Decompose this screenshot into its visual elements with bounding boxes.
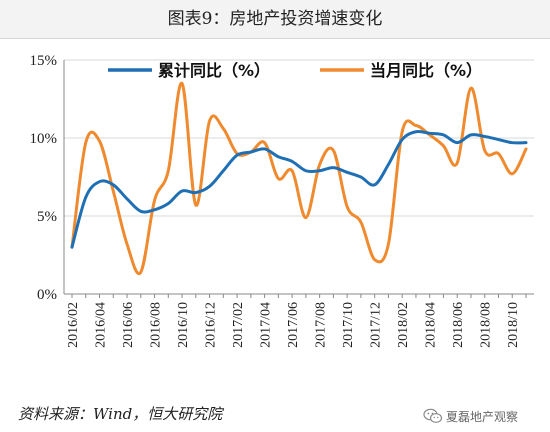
- x-tick-label: 2016/08: [149, 302, 164, 348]
- watermark: 夏磊地产观察: [423, 406, 518, 426]
- gridlines: [64, 59, 534, 217]
- chart-plot: 0% 5% 10% 15% 2016/02 2016/04 2016/06 2016/08 20…: [30, 53, 534, 348]
- legend-label-cumulative: 累计同比（%）: [158, 61, 270, 80]
- x-tick-label: 2017/04: [259, 302, 274, 348]
- x-tick-label: 2018/02: [396, 302, 411, 348]
- wechat-icon: [423, 408, 443, 423]
- x-tick-label: 2018/06: [451, 302, 466, 348]
- x-tick-label: 2016/06: [121, 302, 136, 348]
- y-tick-label: 15%: [30, 53, 58, 69]
- source-note: 资料来源：Wind，恒大研究院: [18, 405, 223, 423]
- x-tick-label: 2017/10: [341, 302, 356, 348]
- x-tick-label: 2018/04: [424, 302, 439, 348]
- y-tick-label: 0%: [37, 287, 57, 303]
- x-tick-label: 2017/12: [369, 302, 384, 348]
- x-tick-label: 2017/08: [314, 302, 329, 348]
- y-tick-label: 10%: [30, 131, 58, 147]
- series-line-monthly: [70, 81, 528, 276]
- series-line-cumulative: [70, 129, 528, 249]
- x-tick-label: 2018/10: [506, 302, 521, 348]
- series-lines: [70, 81, 528, 276]
- legend-label-monthly: 当月同比（%）: [370, 61, 482, 80]
- x-tick-label: 2016/04: [94, 302, 109, 348]
- legend: 累计同比（%） 当月同比（%）: [108, 61, 482, 80]
- axes: 0% 5% 10% 15% 2016/02 2016/04 2016/06 2016/08 20…: [30, 53, 534, 348]
- x-tick-label: 2017/06: [286, 302, 301, 348]
- x-tick-label: 2016/02: [66, 302, 81, 348]
- x-tick-label: 2017/02: [231, 302, 246, 348]
- title-bar: [0, 0, 550, 39]
- x-tick-label: 2016/12: [204, 302, 219, 348]
- x-tick-label: 2016/10: [176, 302, 191, 348]
- chart-title: 图表9：房地产投资增速变化: [167, 9, 383, 29]
- watermark-text: 夏磊地产观察: [446, 409, 519, 424]
- y-tick-label: 5%: [37, 209, 57, 225]
- x-tick-label: 2018/08: [479, 302, 494, 348]
